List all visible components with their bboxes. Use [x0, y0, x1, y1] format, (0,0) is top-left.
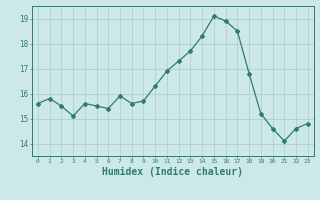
- X-axis label: Humidex (Indice chaleur): Humidex (Indice chaleur): [102, 167, 243, 177]
